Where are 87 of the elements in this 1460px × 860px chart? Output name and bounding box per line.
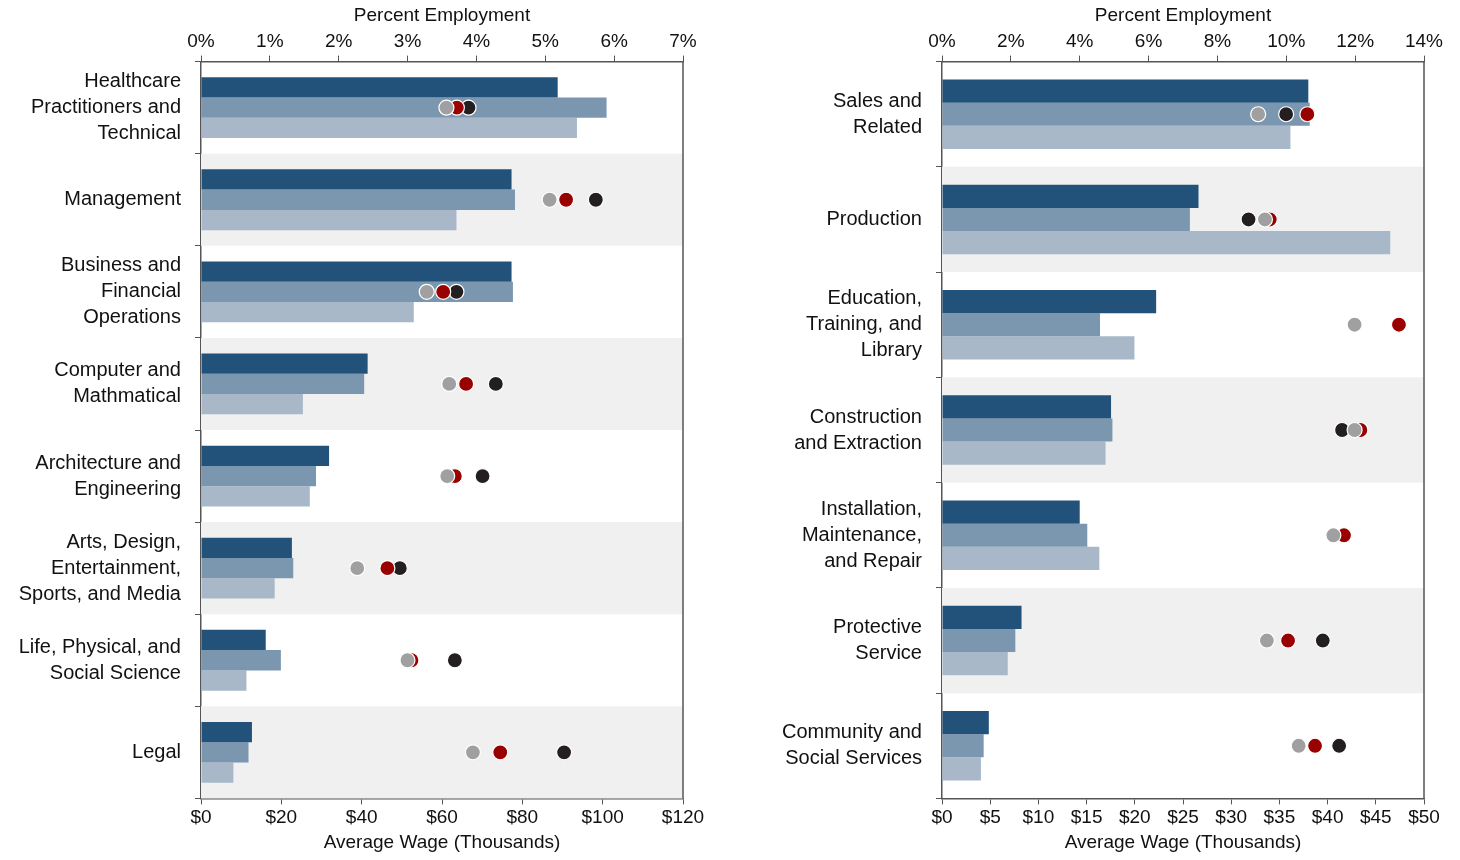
point [556, 744, 573, 761]
y-tick-label: Business and Financial Operations [60, 253, 181, 328]
y-tick-label: Arts, Design, Entertainment, Sports, and Media [18, 529, 182, 604]
point [1346, 316, 1363, 333]
point [1250, 106, 1267, 123]
x2-axis-title: Percent Employment [353, 3, 531, 25]
point [441, 375, 458, 393]
point [1331, 737, 1348, 754]
x-tick-label: $100 [581, 806, 624, 828]
x-tick-label: $20 [1118, 806, 1151, 828]
x-tick-label: $80 [506, 806, 539, 828]
point [1278, 106, 1295, 123]
point [1325, 527, 1342, 544]
x2-tick-label: 14% [1404, 30, 1444, 52]
x-tick-label: $15 [1070, 806, 1103, 828]
x-tick-label: $0 [190, 806, 212, 828]
x2-tick-label: 2% [997, 30, 1025, 52]
point [1390, 316, 1408, 333]
point [435, 283, 452, 300]
x2-tick-label: 12% [1336, 30, 1375, 52]
point [1279, 632, 1297, 649]
point [418, 283, 435, 300]
y-tick-label: Architecture and Engineering [35, 450, 181, 499]
x-tick-label: $50 [1408, 806, 1440, 828]
x2-tick-label: 4% [462, 30, 491, 52]
y-tick-label: Protective Service [833, 615, 922, 664]
x2-tick-label: 2% [324, 30, 353, 52]
x2-tick-label: 3% [393, 30, 422, 52]
x2-tick-label: 0% [928, 30, 956, 52]
y-tick-label: Legal [132, 739, 181, 762]
x2-tick-label: 8% [1203, 30, 1232, 52]
point [438, 99, 455, 116]
point [1306, 737, 1324, 754]
y-tick-label: Education, Training, and Library [806, 286, 922, 361]
point [492, 744, 509, 761]
x-tick-label: $60 [426, 806, 458, 828]
point [399, 652, 416, 669]
y-tick-label: Management [64, 187, 182, 210]
x2-tick-label: 10% [1267, 30, 1306, 52]
y-tick-label: Computer and Mathmatical [54, 358, 181, 407]
x-tick-label: $30 [1215, 806, 1248, 828]
point [487, 375, 504, 393]
x-axis-title: Average Wage (Thousands) [1064, 830, 1302, 852]
x-tick-label: $10 [1022, 806, 1055, 828]
point [446, 652, 463, 669]
x2-tick-label: 7% [669, 30, 697, 52]
point [1290, 737, 1307, 754]
point [474, 467, 491, 485]
point [464, 744, 482, 761]
y-tick-label: Production [826, 207, 922, 229]
point [448, 283, 465, 300]
point [379, 560, 396, 577]
x-tick-label: $35 [1263, 806, 1296, 828]
point [558, 191, 575, 208]
point [1314, 632, 1331, 649]
y-tick-label: Installation, Maintenance, and Repair [801, 496, 923, 571]
x-tick-label: $120 [661, 806, 705, 828]
point [439, 467, 456, 485]
point [1299, 106, 1316, 123]
point [458, 375, 475, 393]
x2-tick-label: 0% [187, 30, 215, 52]
x2-tick-label: 4% [1065, 30, 1094, 52]
x2-axis-title: Percent Employment [1094, 3, 1272, 25]
point [1256, 211, 1274, 228]
x-tick-label: $0 [931, 806, 953, 828]
x-axis-title: Average Wage (Thousands) [323, 830, 561, 852]
y-tick-label: Healthcare Practitioners and Technical [30, 69, 181, 144]
x2-tick-label: 1% [256, 30, 284, 52]
point [349, 560, 366, 577]
x2-tick-label: 6% [1134, 30, 1163, 52]
x-tick-label: $40 [1311, 806, 1344, 828]
x2-tick-label: 6% [600, 30, 628, 52]
x-tick-label: $20 [265, 806, 298, 828]
y-tick-label: Community and Social Services [781, 720, 922, 769]
y-tick-label: Sales and Related [833, 88, 922, 137]
x-tick-label: $5 [979, 806, 1001, 828]
x-tick-label: $45 [1359, 806, 1392, 828]
y-tick-label: Life, Physical, and Social Science [18, 634, 181, 683]
point [1258, 632, 1275, 649]
point [1240, 211, 1257, 228]
x-tick-label: $40 [345, 806, 378, 828]
point [1346, 421, 1363, 439]
x-tick-label: $25 [1167, 806, 1199, 828]
y-tick-label: Construction and Extraction [794, 404, 922, 453]
point [541, 191, 558, 208]
x2-tick-label: 5% [531, 30, 560, 52]
point [587, 191, 604, 208]
